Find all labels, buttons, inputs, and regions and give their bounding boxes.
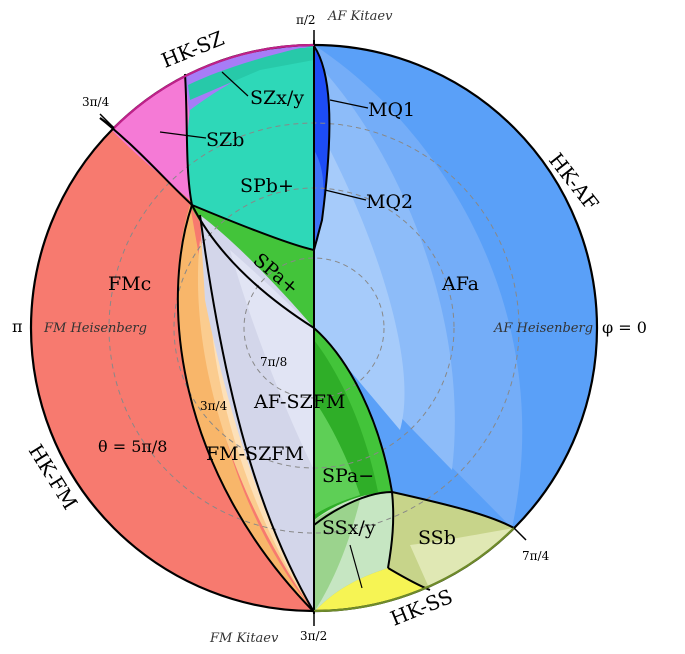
- phase-boundaries: [99, 40, 515, 614]
- label-3pi2: 3π/2: [300, 629, 327, 643]
- label-ss-b: SSb: [418, 527, 456, 549]
- leader-mq1: [329, 99, 369, 109]
- label-sp-a-minus: SPa−: [322, 465, 374, 487]
- label-sp-b-plus: SPb+: [240, 175, 294, 197]
- label-3pi4: 3π/4: [82, 95, 110, 109]
- label-af-heisenberg: AF Heisenberg: [493, 321, 593, 336]
- hk-ss-arc: [313, 527, 515, 613]
- sz-xy-teal-split: [188, 48, 314, 100]
- af-sz-fm-shade: [230, 250, 314, 470]
- ss-xy-shade: [314, 500, 360, 611]
- label-ss-xy: SSx/y: [322, 517, 376, 539]
- leader-ss-xy: [349, 544, 363, 589]
- label-af-a: AFa: [441, 273, 479, 295]
- af-a-shade-2: [314, 60, 455, 470]
- mq2-region: [314, 150, 324, 250]
- leader-mq2: [324, 189, 367, 201]
- label-sz-xy: SZx/y: [250, 87, 304, 109]
- hk-ss-yellow-region: [314, 568, 430, 611]
- leader-sz-xy: [221, 71, 249, 97]
- leader-lines: [159, 71, 369, 589]
- label-7pi4: 7π/4: [522, 549, 550, 563]
- hk-sz-arc: [113, 43, 315, 129]
- label-mq1: MQ1: [368, 99, 415, 121]
- label-af-sz-fm: AF-SZFM: [253, 391, 345, 413]
- label-pi: π: [12, 317, 23, 336]
- sp-b-plus-region: [186, 45, 314, 250]
- label-af-kitaev: AF Kitaev: [327, 9, 393, 24]
- sp-a-minus-shade-2: [314, 400, 360, 515]
- label-sz-b: SZb: [206, 129, 244, 151]
- sz-left-boundary: [184, 73, 193, 206]
- label-pi-over-2: π/2: [296, 13, 316, 27]
- sp-a-plus-upper: [191, 204, 315, 251]
- label-fm-kitaev: FM Kitaev: [209, 631, 279, 646]
- label-theta-5pi8: θ = 5π/8: [98, 437, 167, 456]
- fm-sz-fm-region: [177, 205, 314, 611]
- fm-sz-outer: [176, 204, 315, 613]
- label-fm-c: FMc: [108, 273, 151, 295]
- af-sz-inner: [199, 214, 315, 613]
- tick-3pi4: [99, 113, 115, 129]
- sz-b-region: [100, 72, 200, 200]
- sp-a-plus-lower: [191, 204, 315, 329]
- mq-boundary: [313, 45, 331, 251]
- leader-sz-b: [159, 131, 207, 139]
- tick-marks: [99, 30, 527, 626]
- tick-7pi4: [513, 527, 527, 541]
- ss-b-shade: [410, 528, 514, 590]
- ss-xy-boundary: [387, 491, 395, 569]
- sp-a-minus-boundary: [313, 327, 393, 493]
- label-mq2: MQ2: [366, 191, 413, 213]
- label-fm-sz-fm: FM-SZFM: [206, 443, 304, 465]
- label-fm-heisenberg: FM Heisenberg: [43, 321, 147, 336]
- label-ring-3pi4: 3π/4: [200, 399, 228, 413]
- label-ring-7pi8: 7π/8: [260, 355, 287, 369]
- label-phi-0: φ = 0: [602, 318, 647, 337]
